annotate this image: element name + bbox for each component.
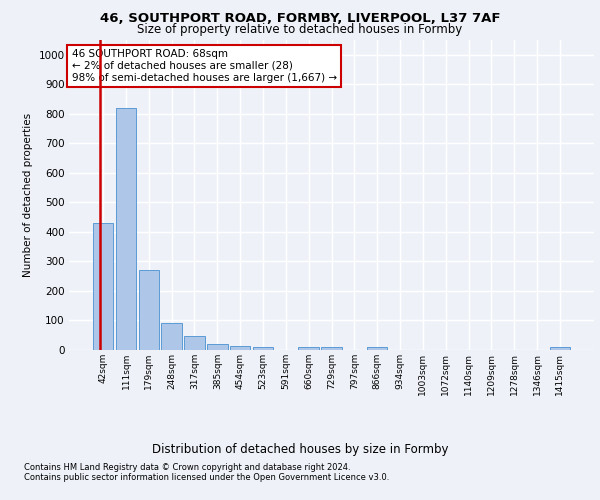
Bar [298, 347, 319, 350]
Bar [207, 344, 227, 350]
Bar [139, 270, 159, 350]
Text: 46 SOUTHPORT ROAD: 68sqm
← 2% of detached houses are smaller (28)
98% of semi-de: 46 SOUTHPORT ROAD: 68sqm ← 2% of detache… [71, 50, 337, 82]
Bar [116, 108, 136, 350]
Text: Distribution of detached houses by size in Formby: Distribution of detached houses by size … [152, 442, 448, 456]
Bar [367, 347, 388, 350]
Text: Contains public sector information licensed under the Open Government Licence v3: Contains public sector information licen… [24, 472, 389, 482]
Bar [321, 347, 342, 350]
Bar [550, 347, 570, 350]
Text: 46, SOUTHPORT ROAD, FORMBY, LIVERPOOL, L37 7AF: 46, SOUTHPORT ROAD, FORMBY, LIVERPOOL, L… [100, 12, 500, 26]
Bar [161, 323, 182, 350]
Text: Size of property relative to detached houses in Formby: Size of property relative to detached ho… [137, 22, 463, 36]
Bar [93, 223, 113, 350]
Bar [184, 336, 205, 350]
Bar [253, 347, 273, 350]
Text: Contains HM Land Registry data © Crown copyright and database right 2024.: Contains HM Land Registry data © Crown c… [24, 462, 350, 471]
Y-axis label: Number of detached properties: Number of detached properties [23, 113, 33, 277]
Bar [230, 346, 250, 350]
